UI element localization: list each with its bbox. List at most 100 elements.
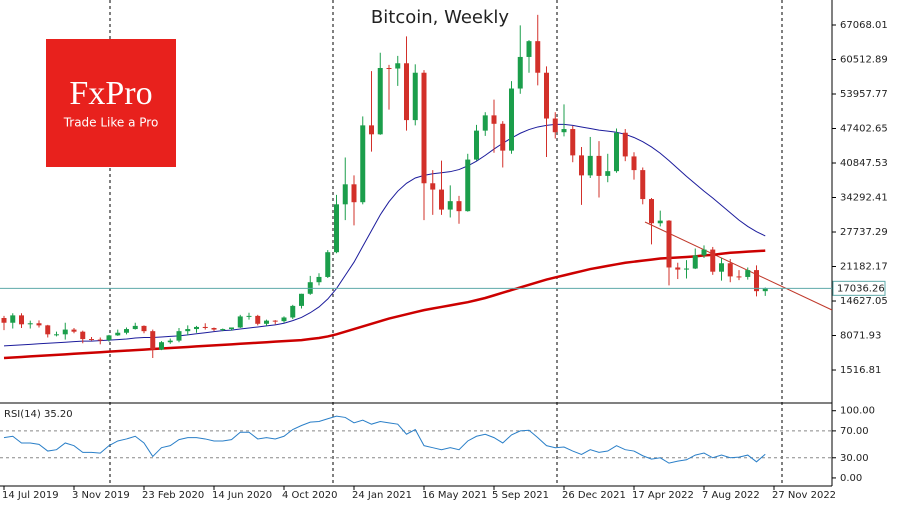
candle-body	[19, 315, 24, 325]
candle-body	[640, 170, 646, 200]
candle-body	[211, 328, 217, 330]
logo-box	[46, 39, 176, 167]
candle-body	[386, 68, 392, 69]
candle-body	[631, 156, 637, 171]
x-tick-label: 27 Nov 2022	[772, 490, 836, 501]
candle-body	[684, 268, 689, 270]
candle-body	[465, 159, 471, 212]
trend-line	[644, 221, 833, 311]
candle-body	[281, 317, 287, 322]
candle-body	[439, 189, 444, 210]
candle-body	[447, 201, 453, 210]
candle-body	[736, 276, 742, 278]
candle-body	[412, 72, 418, 121]
y-tick-label: 30.00	[840, 453, 869, 464]
y-tick-label: 70.00	[840, 426, 869, 437]
candle-body	[692, 255, 698, 269]
x-tick-label: 26 Dec 2021	[562, 490, 626, 501]
candle-body	[132, 325, 138, 330]
candle-body	[246, 315, 252, 317]
candle-body	[185, 329, 191, 332]
candle-body	[36, 323, 42, 326]
candle-body	[62, 329, 68, 335]
candle-body	[500, 123, 506, 151]
rsi-label: RSI(14) 35.20	[4, 409, 73, 420]
logo-tagline: Trade Like a Pro	[63, 116, 159, 130]
candle-body	[316, 276, 322, 283]
x-tick-label: 23 Feb 2020	[142, 490, 204, 501]
candle-body	[719, 263, 724, 272]
candle-body	[80, 331, 86, 340]
candle-body	[762, 288, 768, 292]
y-tick-label: 47402.65	[840, 124, 888, 135]
candle-body	[54, 334, 59, 336]
candle-body	[27, 323, 33, 325]
candle-body	[710, 249, 716, 272]
candle-body	[369, 125, 374, 135]
candle-body	[517, 56, 523, 89]
y-tick-label: 40847.53	[840, 158, 888, 169]
candle-body	[535, 41, 541, 73]
candle-body	[255, 315, 261, 324]
candle-body	[377, 68, 383, 135]
candle-body	[570, 129, 576, 156]
candle-body	[657, 220, 663, 224]
candle-body	[701, 249, 707, 256]
x-tick-label: 17 Apr 2022	[632, 490, 694, 501]
y-tick-label: 53957.77	[840, 89, 888, 100]
y-tick-label: 1516.81	[840, 365, 881, 376]
candle-body	[106, 335, 112, 341]
candle-body	[325, 252, 331, 277]
candle-body	[334, 204, 339, 253]
candle-body	[167, 340, 173, 343]
y-tick-label: 8071.93	[840, 331, 881, 342]
candle-body	[71, 329, 77, 332]
candle-body	[89, 339, 94, 341]
logo-brand: FxPro	[69, 75, 152, 112]
candle-body	[124, 329, 129, 333]
candle-body	[176, 331, 182, 341]
candle-body	[482, 115, 488, 131]
current-price-label: 17036.26	[837, 283, 885, 294]
x-tick-label: 4 Oct 2020	[282, 490, 337, 501]
candle-body	[159, 342, 164, 350]
chart-title: Bitcoin, Weekly	[371, 7, 509, 28]
candle-body	[360, 125, 366, 203]
candle-body	[45, 325, 51, 335]
rsi-line	[3, 415, 766, 464]
y-tick-label: 0.00	[840, 473, 862, 484]
candle-body	[421, 72, 427, 184]
x-tick-label: 7 Aug 2022	[702, 490, 760, 501]
x-tick-label: 3 Nov 2019	[72, 490, 130, 501]
candle-body	[754, 270, 759, 292]
moving-average	[3, 123, 766, 347]
x-tick-label: 24 Jan 2021	[352, 490, 412, 501]
candle-body	[561, 129, 567, 133]
y-tick-label: 100.00	[840, 406, 875, 417]
candle-body	[614, 132, 619, 172]
candle-body	[351, 184, 357, 203]
candle-body	[404, 63, 409, 121]
candle-body	[150, 331, 156, 350]
y-tick-label: 34292.41	[840, 193, 888, 204]
x-tick-label: 16 May 2021	[422, 490, 487, 501]
candle-body	[491, 115, 497, 124]
candle-body	[622, 132, 628, 157]
candle-body	[544, 72, 549, 119]
logo: FxPro Trade Like a Pro	[46, 39, 176, 167]
candle-body	[745, 270, 751, 277]
candle-body	[579, 155, 584, 176]
candle-body	[1, 318, 7, 323]
x-tick-label: 14 Jun 2020	[212, 490, 272, 501]
moving-average	[3, 249, 766, 360]
y-tick-label: 14627.05	[840, 296, 888, 307]
candle-body	[395, 63, 401, 69]
candle-body	[220, 329, 226, 331]
candle-body	[264, 320, 269, 324]
candle-body	[596, 155, 602, 176]
candle-body	[587, 155, 593, 176]
y-tick-label: 60512.89	[840, 55, 888, 66]
candle-body	[666, 220, 672, 268]
candle-body	[141, 325, 147, 332]
